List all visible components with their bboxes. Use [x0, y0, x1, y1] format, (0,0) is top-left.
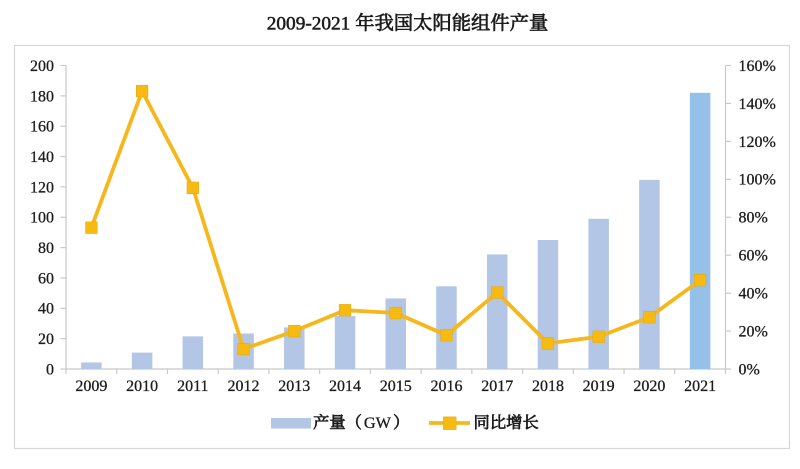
svg-text:2017: 2017 [481, 378, 513, 395]
svg-text:2013: 2013 [278, 378, 310, 395]
svg-text:GW: GW [364, 413, 392, 432]
svg-text:2021: 2021 [684, 378, 716, 395]
svg-text:140%: 140% [739, 96, 776, 113]
svg-text:160: 160 [30, 119, 54, 136]
svg-text:2009-2021: 2009-2021 [267, 14, 351, 35]
svg-text:0%: 0% [739, 361, 760, 378]
svg-text:0: 0 [46, 361, 54, 378]
svg-text:80: 80 [38, 240, 54, 257]
svg-text:2015: 2015 [380, 378, 412, 395]
svg-text:20%: 20% [739, 323, 768, 340]
svg-text:200: 200 [30, 58, 54, 75]
svg-text:40%: 40% [739, 286, 768, 303]
svg-text:60: 60 [38, 270, 54, 287]
svg-text:2020: 2020 [633, 378, 665, 395]
svg-text:180: 180 [30, 88, 54, 105]
svg-text:2014: 2014 [329, 378, 361, 395]
svg-text:120: 120 [30, 179, 54, 196]
svg-text:2011: 2011 [177, 378, 208, 395]
svg-text:20: 20 [38, 331, 54, 348]
svg-text:100: 100 [30, 210, 54, 227]
svg-text:2012: 2012 [228, 378, 260, 395]
svg-text:140: 140 [30, 149, 54, 166]
svg-text:80%: 80% [739, 210, 768, 227]
svg-text:100%: 100% [739, 172, 776, 189]
svg-text:40: 40 [38, 301, 54, 318]
svg-text:2019: 2019 [583, 378, 615, 395]
svg-text:60%: 60% [739, 248, 768, 265]
svg-text:2016: 2016 [430, 378, 462, 395]
svg-text:2010: 2010 [126, 378, 158, 395]
svg-text:2009: 2009 [75, 378, 107, 395]
svg-text:2018: 2018 [532, 378, 564, 395]
svg-text:160%: 160% [739, 58, 776, 75]
svg-text:120%: 120% [739, 134, 776, 151]
